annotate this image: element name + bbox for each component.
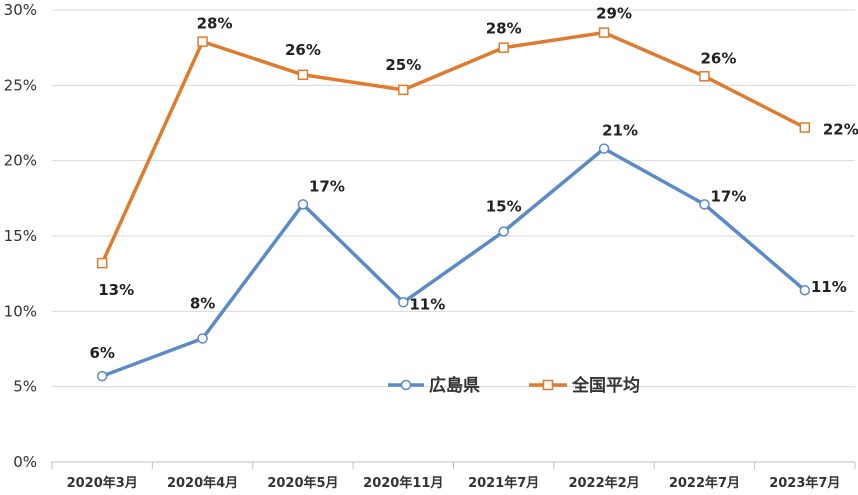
series-point: [197, 333, 208, 344]
x-tick-label: 2021年7月: [468, 475, 539, 491]
x-tick-label: 2020年4月: [167, 475, 238, 491]
data-label: 26%: [285, 41, 321, 59]
data-label: 13%: [98, 281, 134, 299]
x-tick-label: 2020年3月: [67, 475, 138, 491]
legend: 広島県 全国平均: [388, 375, 640, 396]
series-point: [498, 42, 509, 53]
series-point: [398, 297, 409, 308]
series-point: [498, 226, 509, 237]
x-tick-label: 2020年11月: [363, 475, 443, 491]
y-tick-label: 15%: [4, 227, 37, 245]
data-label: 6%: [89, 344, 114, 362]
x-tick-label: 2022年7月: [669, 475, 740, 491]
series-point: [197, 36, 208, 47]
series-point: [598, 143, 610, 154]
data-labels: 6% 8% 17% 11% 15% 21% 17% 11% 13% 28% 26% 25% 28% 29%…: [89, 5, 858, 363]
series-point: [96, 370, 108, 382]
series-line: [101, 146, 806, 378]
series-point: [398, 84, 409, 96]
data-label: 25%: [385, 56, 421, 74]
data-label: 17%: [309, 177, 345, 195]
series-point: [598, 27, 610, 38]
y-tick-label: 5%: [13, 378, 37, 396]
series-point: [799, 122, 811, 133]
y-axis: 0% 5% 10% 15% 20% 25% 30%: [4, 1, 37, 471]
legend-hiroshima-marker: [400, 379, 412, 391]
data-label: 15%: [486, 197, 522, 215]
series-layer: [96, 27, 811, 382]
legend-national-marker: [542, 379, 554, 391]
data-label: 28%: [486, 20, 522, 38]
data-label: 26%: [700, 49, 736, 67]
data-label: 29%: [596, 5, 632, 23]
x-tick-label: 2023年7月: [769, 475, 840, 491]
legend-national-label: 全国平均: [571, 375, 640, 396]
x-tick-label: 2020年5月: [267, 475, 338, 491]
y-tick-label: 0%: [13, 453, 37, 471]
gridlines: [52, 9, 855, 388]
series-point: [699, 199, 710, 210]
legend-hiroshima-label: 広島県: [429, 375, 480, 396]
series-point: [699, 71, 710, 82]
x-axis: 2020年3月 2020年4月 2020年5月 2020年11月 2021年7月 2022…: [51, 461, 856, 491]
data-label: 22%: [823, 121, 858, 139]
y-tick-label: 20%: [4, 152, 37, 170]
data-label: 17%: [710, 187, 746, 205]
y-tick-label: 10%: [4, 302, 37, 320]
data-label: 21%: [602, 122, 638, 140]
data-label: 11%: [811, 278, 847, 296]
y-tick-label: 25%: [4, 76, 37, 94]
data-label: 28%: [197, 15, 233, 33]
series-point: [297, 199, 309, 210]
data-label: 11%: [409, 295, 445, 313]
x-tick-label: 2022年2月: [568, 475, 639, 491]
series-point: [799, 284, 811, 296]
series-point: [297, 69, 309, 81]
y-tick-label: 30%: [4, 1, 37, 19]
series-line: [100, 30, 806, 264]
series-point: [96, 257, 108, 269]
data-label: 8%: [190, 294, 215, 312]
